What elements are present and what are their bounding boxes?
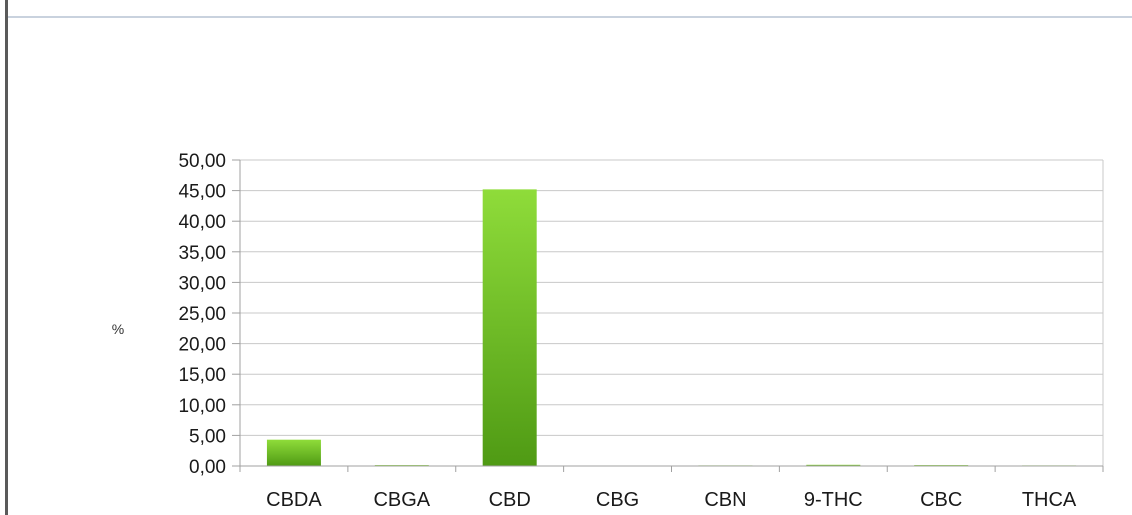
y-tick-label: 30,00 (178, 273, 226, 294)
y-tick-label: 15,00 (178, 365, 226, 386)
x-category-label: CBGA (373, 489, 430, 511)
bar-cbda (266, 439, 321, 466)
x-category-label: THCA (1022, 489, 1077, 511)
window-left-border (5, 0, 8, 515)
x-category-labels: CBDA CBGA CBD CBG CBN 9-THC CBC THCA (266, 489, 1077, 511)
x-category-label: CBC (920, 489, 962, 511)
y-tick-label: 35,00 (178, 243, 226, 264)
x-category-label: CBD (489, 489, 531, 511)
y-tick-label: 0,00 (189, 457, 226, 478)
gridlines (240, 159, 1103, 467)
y-tick-label: 10,00 (178, 396, 226, 417)
y-tick-label: 25,00 (178, 304, 226, 325)
x-category-label: 9-THC (804, 489, 863, 511)
y-tick-label: 5,00 (189, 426, 226, 447)
y-tick-labels: 0,00 5,00 10,00 15,00 20,00 25,00 30,00 35,00 40… (178, 151, 226, 478)
y-axis-title: % (112, 321, 124, 337)
x-category-label: CBG (596, 489, 639, 511)
y-tick-label: 45,00 (178, 182, 226, 203)
y-tick-label: 40,00 (178, 212, 226, 233)
bar-9-thc (806, 464, 861, 466)
axes (232, 159, 1104, 472)
x-category-label: CBN (704, 489, 746, 511)
y-tick-label: 20,00 (178, 335, 226, 356)
x-category-label: CBDA (266, 489, 322, 511)
bar-cbd (482, 189, 537, 466)
bars (266, 189, 1077, 466)
window-top-border (8, 16, 1132, 18)
y-tick-label: 50,00 (178, 151, 226, 172)
